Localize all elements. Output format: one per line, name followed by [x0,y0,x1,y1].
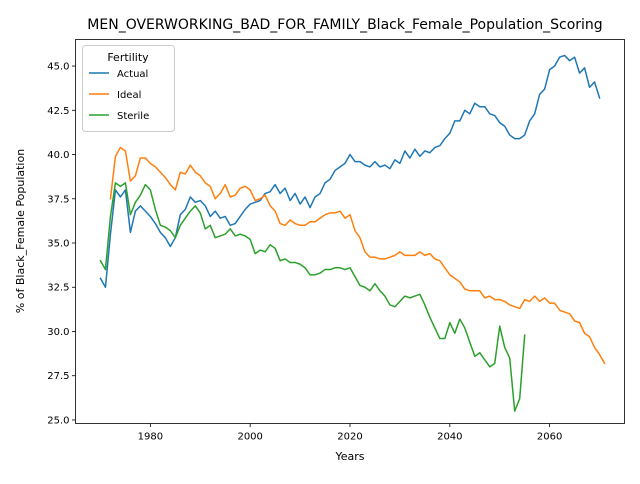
x-axis-label: Years [334,450,364,463]
legend-label-ideal: Ideal [117,90,141,101]
y-tick-label: 30.0 [47,327,69,338]
legend: Fertility Actual Ideal Sterile [82,45,175,132]
x-tick-label: 2000 [237,432,262,443]
legend-label-actual: Actual [117,69,148,80]
y-axis: 25.0 27.5 30.0 32.5 35.0 37.5 40.0 42.5 45.0 [47,62,76,426]
x-tick-label: 1980 [138,432,163,443]
series-line-sterile [99,182,526,412]
y-tick-label: 35.0 [47,239,69,250]
y-tick-label: 27.5 [47,371,69,382]
x-axis: 1980 2000 2020 2040 2060 [138,423,562,443]
y-tick-label: 40.0 [47,150,69,161]
legend-label-sterile: Sterile [117,111,149,122]
y-axis-label: % of Black_Female Population [14,149,27,313]
plot-lines [99,54,606,412]
x-tick-label: 2040 [437,432,462,443]
y-tick-label: 45.0 [47,62,69,73]
x-tick-label: 2060 [537,432,562,443]
y-tick-label: 42.5 [47,106,69,117]
series-line-ideal [109,146,606,365]
legend-title: Fertility [107,51,149,64]
x-tick-label: 2020 [337,432,362,443]
series-line-actual [99,54,601,288]
chart-title: MEN_OVERWORKING_BAD_FOR_FAMILY_Black_Fem… [87,17,602,33]
y-tick-label: 37.5 [47,194,69,205]
y-tick-label: 25.0 [47,415,69,426]
legend-frame [82,45,175,132]
legend-entries: Actual Ideal Sterile [89,69,149,122]
y-tick-label: 32.5 [47,283,69,294]
